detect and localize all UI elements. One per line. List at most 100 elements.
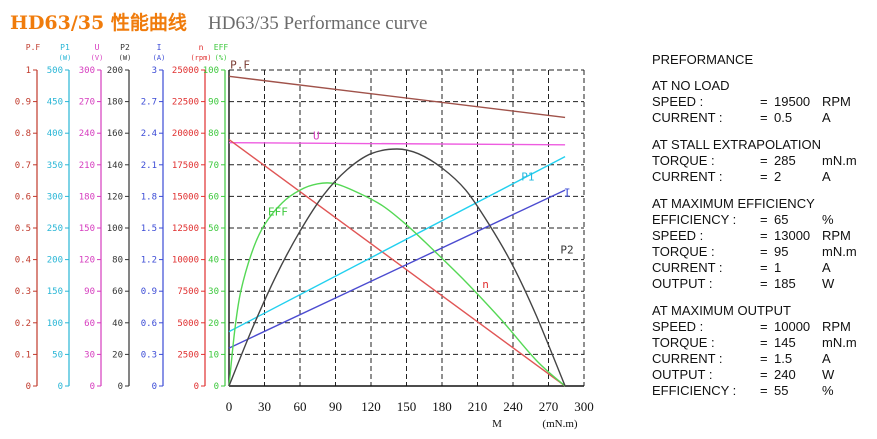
spec-row: TORQUE : = 145 mN.m (652, 335, 874, 351)
spec-value: 2 (774, 169, 782, 184)
series-line-u (228, 141, 566, 146)
curve-label-u: U (313, 130, 320, 143)
spec-row: OUTPUT : = 185 W (652, 276, 874, 292)
axis-tick-label-p1: 50 (52, 350, 63, 360)
axis-tick-label-u: 90 (84, 287, 95, 297)
performance-heading: PREFORMANCE (652, 52, 754, 67)
spec-label: TORQUE : (652, 335, 715, 350)
spec-unit: % (822, 383, 834, 398)
axis-tick-label-eff: 60 (208, 192, 219, 202)
axis-tick-label-p1: 400 (47, 129, 63, 139)
spec-row: CURRENT : = 0.5 A (652, 110, 874, 126)
axis-tick-label-pf: 0.1 (15, 350, 31, 360)
axis-tick-label-eff: 20 (208, 319, 219, 329)
section-title: AT NO LOAD (652, 78, 730, 93)
axis-tick-label-u: 240 (79, 129, 95, 139)
spec-label: CURRENT : (652, 260, 723, 275)
axis-i: I (A) 0 0.3 0.6 0.9 1.2 1.5 1.8 2.1 2.4 2.7 3 (141, 43, 166, 392)
curve-label-p2: P2 (560, 243, 573, 256)
x-tick-label: 30 (258, 399, 271, 414)
x-axis-unit: (mN.m) (542, 418, 577, 430)
axis-tick-label-pf: 0.5 (15, 224, 31, 234)
title-cn: HD63/35 性能曲线 (10, 11, 187, 34)
axis-tick-label-n: 25000 (172, 66, 199, 76)
plot-area: 0 30 60 90 120 150 180 210 240 270 300 M (mN.m) P.F U E… (226, 58, 594, 430)
spec-unit: A (822, 260, 831, 275)
spec-equals: = (760, 169, 768, 184)
axis-p2: P2 (W) 0 20 40 60 80 100 120 140 160 180 200 (107, 43, 132, 392)
spec-equals: = (760, 383, 768, 398)
spec-value: 285 (774, 153, 796, 168)
spec-unit: mN.m (822, 335, 857, 350)
x-axis-label: M (492, 418, 502, 430)
axis-unit-i: (A) (153, 54, 166, 62)
axis-tick-label-pf: 0.6 (15, 192, 31, 202)
x-tick-label: 180 (432, 399, 452, 414)
axis-tick-label-p2: 120 (107, 192, 123, 202)
spec-equals: = (760, 228, 768, 243)
x-tick-label: 60 (294, 399, 307, 414)
axis-tick-label-i: 0.9 (141, 287, 157, 297)
axis-tick-label-n: 12500 (172, 224, 199, 234)
series-line-p-f (228, 75, 566, 119)
spec-unit: W (822, 276, 835, 291)
axis-tick-label-u: 0 (90, 382, 95, 392)
spec-value: 1 (774, 260, 782, 275)
spec-unit: RPM (822, 319, 851, 334)
spec-label: EFFICIENCY : (652, 212, 737, 227)
x-tick-label: 240 (503, 399, 523, 414)
performance-section: AT MAXIMUM EFFICIENCY EFFICIENCY : = 65% SPE… (652, 196, 874, 292)
performance-sections: AT NO LOAD SPEED : = 19500 RPM CURRENT : = 0.5 A… (652, 78, 874, 399)
axis-tick-label-pf: 0.3 (15, 287, 31, 297)
axis-tick-label-n: 10000 (172, 256, 199, 266)
spec-row: EFFICIENCY : = 55% (652, 383, 874, 399)
x-tick-label: 0 (226, 399, 233, 414)
spec-value: 1.5 (774, 351, 793, 366)
performance-section: AT MAXIMUM OUTPUT SPEED : = 10000 RPM TORQUE … (652, 303, 874, 399)
spec-value: 19500 (774, 94, 811, 109)
performance-section: AT STALL EXTRAPOLATION TORQUE : = 285 mN.m CU… (652, 137, 874, 185)
axis-tick-label-n: 0 (194, 382, 199, 392)
spec-unit: RPM (822, 228, 851, 243)
axis-tick-label-eff: 100 (203, 66, 219, 76)
performance-chart: HD63/35 性能曲线 HD63/35 Performance curve P… (10, 11, 594, 430)
axis-tick-label-p1: 300 (47, 192, 63, 202)
title-en: HD63/35 Performance curve (208, 13, 427, 34)
axis-tick-label-i: 0 (152, 382, 157, 392)
axis-tick-label-n: 2500 (177, 350, 199, 360)
axis-header-n: n (199, 43, 204, 52)
series (228, 75, 566, 387)
axis-tick-label-i: 1.2 (141, 256, 157, 266)
axis-tick-label-n: 22500 (172, 98, 199, 108)
spec-label: CURRENT : (652, 351, 723, 366)
axis-pf: P.F 0 0.1 0.2 0.3 0.4 0.5 0.6 0.7 0.8 0.9 1 (15, 43, 41, 392)
axis-header-p2: P2 (120, 43, 130, 52)
spec-row: OUTPUT : = 240 W (652, 367, 874, 383)
spec-row: SPEED : = 13000 RPM (652, 228, 874, 244)
axis-tick-label-p1: 250 (47, 224, 63, 234)
axis-header-eff: EFF (214, 43, 229, 52)
performance-panel: PREFORMANCE AT NO LOAD SPEED : = 19500 RPM CU… (652, 52, 874, 410)
axis-tick-label-eff: 80 (208, 129, 219, 139)
axis-tick-label-i: 0.6 (141, 319, 157, 329)
spec-unit: W (822, 367, 835, 382)
spec-equals: = (760, 319, 768, 334)
spec-equals: = (760, 367, 768, 382)
spec-label: CURRENT : (652, 169, 723, 184)
curve-label-eff: EFF (268, 205, 288, 218)
spec-equals: = (760, 351, 768, 366)
x-ticks: 0 30 60 90 120 150 180 210 240 270 300 (226, 399, 594, 414)
axis-tick-label-pf: 0 (26, 382, 31, 392)
spec-equals: = (760, 335, 768, 350)
spec-equals: = (760, 94, 768, 109)
spec-row: SPEED : = 19500 RPM (652, 94, 874, 110)
spec-unit: mN.m (822, 153, 857, 168)
series-line-n (228, 138, 566, 387)
spec-value: 95 (774, 244, 789, 259)
axis-tick-label-eff: 30 (208, 287, 219, 297)
spec-equals: = (760, 276, 768, 291)
curve-labels: P.F U EFF P1 I P2 n (230, 58, 573, 291)
axis-unit-n: (rpm) (190, 54, 211, 62)
axis-p1: P1 (W) 0 50 100 150 200 250 300 350 400 450 500 (47, 43, 72, 392)
axis-tick-label-eff: 0 (214, 382, 219, 392)
